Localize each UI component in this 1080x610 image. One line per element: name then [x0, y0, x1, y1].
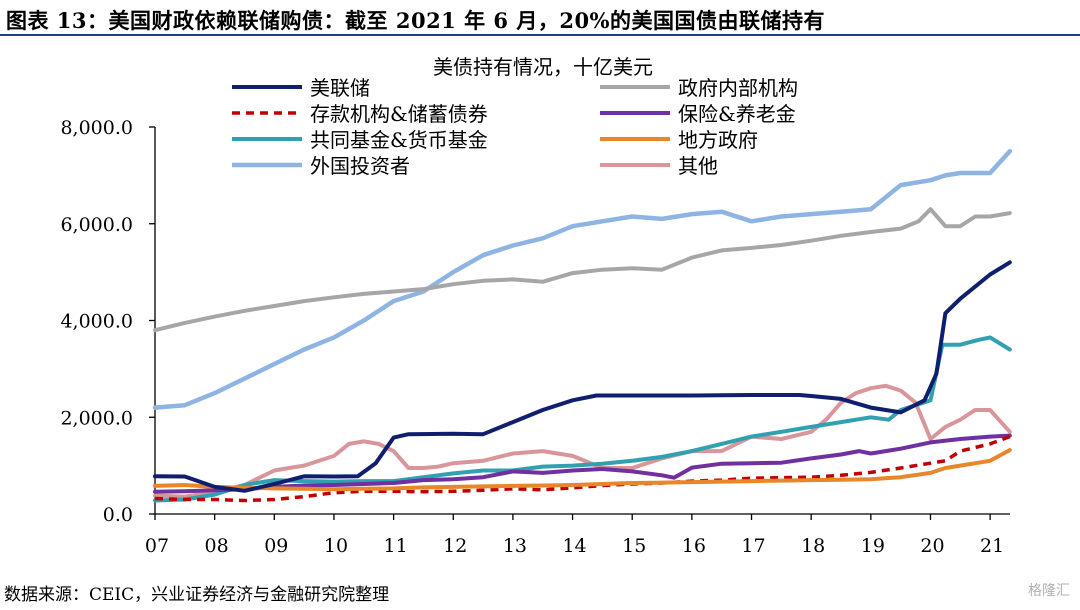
figure-title: 图表 13：美国财政依赖联储购债：截至 2021 年 6 月，20%的美国国债由…: [6, 8, 826, 33]
legend-label-0: 美联储: [310, 76, 370, 100]
y-tick-label: 4,000.0: [60, 311, 133, 333]
source-note: 数据来源：CEIC，兴业证券经济与金融研究院整理: [4, 585, 390, 605]
series-line-1: [153, 207, 1012, 333]
x-tick-label: 16: [682, 535, 706, 557]
x-tick-label: 21: [980, 535, 1004, 557]
x-tick-label: 19: [861, 535, 885, 557]
x-tick-label: 18: [801, 535, 825, 557]
legend-label-7: 其他: [678, 154, 718, 178]
x-tick-label: 13: [503, 535, 527, 557]
x-tick-label: 07: [145, 535, 169, 557]
legend-label-1: 政府内部机构: [678, 76, 798, 100]
y-tick-label: 8,000.0: [60, 117, 133, 139]
x-tick-label: 20: [920, 535, 944, 557]
series-layer: [152, 148, 1013, 503]
legend-label-3: 保险&养老金: [678, 102, 796, 126]
x-tick-label: 17: [741, 535, 765, 557]
line-chart: 美债持有情况，十亿美元 0.0 2,000.0 4,000.0 6,000.0 8,00…: [60, 55, 1013, 557]
watermark: 格隆汇: [1028, 583, 1070, 599]
x-tick-label: 10: [324, 535, 348, 557]
legend-label-6: 外国投资者: [310, 154, 410, 178]
x-tick-label: 09: [264, 535, 288, 557]
header-bar: 图表 13：美国财政依赖联储购债：截至 2021 年 6 月，20%的美国国债由…: [0, 0, 1080, 36]
x-tick-label: 15: [622, 535, 646, 557]
legend-label-4: 共同基金&货币基金: [310, 128, 488, 152]
axes: 0.0 2,000.0 4,000.0 6,000.0 8,000.0 07 08 09 10 1…: [60, 117, 1010, 557]
series-line-0: [153, 260, 1012, 493]
legend-label-5: 地方政府: [678, 128, 758, 152]
x-tick-label: 14: [562, 535, 586, 557]
x-tick-label: 08: [205, 535, 229, 557]
series-line-6: [152, 148, 1013, 410]
series-line-5: [153, 448, 1012, 492]
y-tick-label: 6,000.0: [60, 214, 133, 236]
series-line-3: [153, 433, 1012, 494]
x-tick-label: 12: [443, 535, 467, 557]
x-tick-label: 11: [384, 535, 408, 557]
chart-title: 美债持有情况，十亿美元: [433, 55, 653, 79]
legend-label-2: 存款机构&储蓄债券: [310, 102, 488, 126]
y-tick-label: 0.0: [103, 504, 133, 526]
y-tick-label: 2,000.0: [60, 407, 133, 429]
